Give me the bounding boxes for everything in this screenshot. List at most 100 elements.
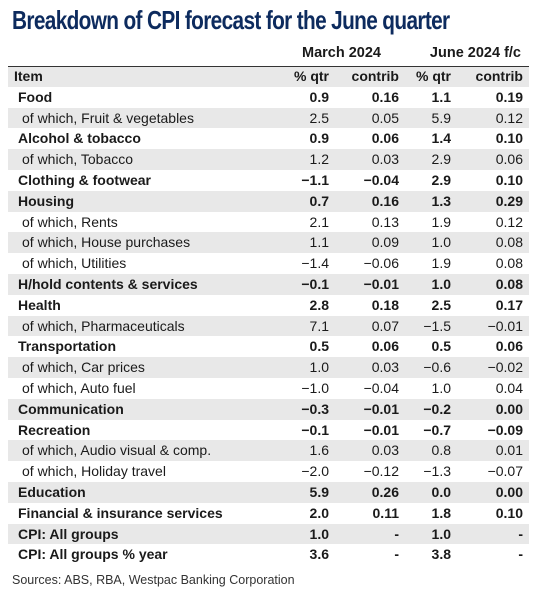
cell-contrib-june: 0.06 [495,338,523,355]
row-label: of which, Holiday travel [22,463,166,480]
table-row: CPI: All groups 1.0 - 1.0 - [8,523,529,545]
cell-pct-qtr-march: 1.2 [309,151,329,168]
cell-contrib-june: - [518,546,523,563]
cell-pct-qtr-march: −0.1 [301,421,329,438]
cell-contrib-march: 0.06 [371,338,399,355]
group-march-2024: March 2024 [302,45,381,61]
cell-pct-qtr-june: 1.8 [431,504,451,521]
table-row: of which, Pharmaceuticals 7.1 0.07 −1.5 −0.0… [8,315,529,337]
cell-pct-qtr-june: 3.8 [431,546,451,563]
cell-pct-qtr-march: −0.3 [301,400,329,417]
table-row: of which, Car prices 1.0 0.03 −0.6 −0.02 [8,357,529,378]
cell-pct-qtr-june: −0.2 [423,400,451,417]
cell-pct-qtr-june: 2.9 [431,151,451,168]
table-row: Recreation −0.1 −0.01 −0.7 −0.09 [8,420,529,441]
cell-pct-qtr-march: 1.1 [309,234,329,251]
cell-contrib-june: - [518,525,523,542]
row-label: of which, House purchases [22,234,191,251]
row-label: of which, Utilities [22,255,127,272]
cell-pct-qtr-march: 2.8 [309,296,329,313]
row-label: Communication [18,400,124,417]
cell-contrib-june: −0.09 [487,421,523,438]
row-label: of which, Pharmaceuticals [22,317,185,334]
column-header-pct-qtr-june: % qtr [416,68,451,84]
cell-contrib-june: −0.01 [487,317,523,334]
cell-contrib-march: 0.06 [371,130,399,147]
row-label: Education [18,483,86,500]
cell-pct-qtr-march: −1.4 [301,255,329,272]
cell-contrib-june: 0.04 [495,379,523,396]
table-row: of which, Tobacco 1.2 0.03 2.9 0.06 [8,149,529,170]
cell-contrib-june: 0.12 [495,213,523,230]
cell-contrib-june: 0.08 [495,275,523,292]
column-header-pct-qtr-march: % qtr [294,68,329,84]
row-label: of which, Tobacco [22,151,134,168]
cell-pct-qtr-june: −1.5 [423,317,451,334]
cell-pct-qtr-june: 5.9 [431,109,451,126]
row-label: of which, Rents [22,213,118,230]
cell-pct-qtr-march: 2.5 [309,109,329,126]
cell-pct-qtr-june: 0.8 [431,442,451,459]
row-label: CPI: All groups [18,525,119,542]
table-row: Communication −0.3 −0.01 −0.2 0.00 [8,398,529,420]
cell-contrib-june: −0.07 [487,463,523,480]
cell-pct-qtr-june: 1.0 [431,525,451,542]
cell-pct-qtr-march: −0.1 [301,275,329,292]
cell-contrib-march: −0.01 [363,400,399,417]
cell-contrib-march: 0.16 [371,88,399,105]
cell-pct-qtr-march: 2.1 [309,213,329,230]
group-header-row: March 2024 June 2024 f/c [8,40,529,66]
cell-contrib-march: - [394,525,399,542]
cell-contrib-march: - [394,546,399,563]
cell-pct-qtr-march: −1.1 [301,171,329,188]
page-title: Breakdown of CPI forecast for the June q… [12,5,450,35]
cell-pct-qtr-march: 0.9 [309,130,329,147]
row-label: Health [18,296,61,313]
cell-pct-qtr-march: 1.0 [309,359,329,376]
table-row: of which, Auto fuel −1.0 −0.04 1.0 0.04 [8,378,529,399]
cell-pct-qtr-june: 1.9 [431,213,451,230]
cell-contrib-march: −0.01 [363,421,399,438]
cell-contrib-june: 0.10 [495,504,523,521]
cell-contrib-june: 0.08 [495,234,523,251]
cell-pct-qtr-june: 1.0 [431,379,451,396]
table-row: Transportation 0.5 0.06 0.5 0.06 [8,336,529,357]
table-row: of which, Audio visual & comp. 1.6 0.03 0.8… [8,440,529,462]
row-label: CPI: All groups % year [18,546,168,563]
row-label: Financial & insurance services [18,504,223,521]
cell-pct-qtr-june: 1.0 [431,234,451,251]
cell-pct-qtr-june: 1.4 [431,130,451,147]
row-label: Transportation [18,338,117,355]
cell-pct-qtr-march: −1.0 [301,379,329,396]
cell-contrib-june: 0.10 [495,171,523,188]
group-june-2024-forecast: June 2024 f/c [429,45,521,61]
cell-contrib-june: 0.17 [495,296,523,313]
cell-contrib-march: −0.04 [363,379,399,396]
cell-pct-qtr-march: 0.9 [309,88,329,105]
cell-contrib-june: 0.06 [495,151,523,168]
table-row: of which, Utilities −1.4 −0.06 1.9 0.08 [8,253,529,274]
row-label: Recreation [18,421,91,438]
source-note: Sources: ABS, RBA, Westpac Banking Corpo… [12,573,295,587]
cell-pct-qtr-june: 1.3 [431,192,451,209]
cell-contrib-june: 0.19 [495,88,523,105]
column-header-contrib-june: contrib [475,68,523,84]
cell-contrib-march: 0.05 [371,109,399,126]
cell-pct-qtr-june: 0.5 [431,338,451,355]
cell-contrib-june: 0.01 [495,442,523,459]
table-row: Education 5.9 0.26 0.0 0.00 [8,481,529,503]
cell-contrib-march: 0.13 [371,213,399,230]
column-header-contrib-march: contrib [351,68,399,84]
table-row: Clothing & footwear −1.1 −0.04 2.9 0.10 [8,170,529,191]
row-label: of which, Car prices [22,359,145,376]
cell-pct-qtr-march: 7.1 [309,317,329,334]
table-row: CPI: All groups % year 3.6 - 3.8 - [8,544,529,565]
cpi-table: March 2024 June 2024 f/c Item % qtr cont… [8,40,529,565]
cell-contrib-march: 0.16 [371,192,399,209]
cell-pct-qtr-march: 3.6 [309,546,329,563]
cell-pct-qtr-june: −0.6 [423,359,451,376]
table-top-rule [8,66,529,67]
table-row: of which, House purchases 1.1 0.09 1.0 0.08 [8,232,529,254]
row-label: H/hold contents & services [18,275,198,292]
table-row: Housing 0.7 0.16 1.3 0.29 [8,190,529,212]
